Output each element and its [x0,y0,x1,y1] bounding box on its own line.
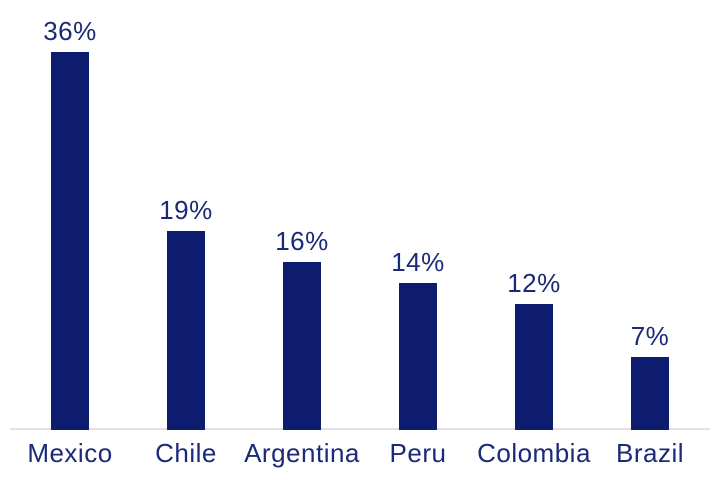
x-axis-label-peru: Peru [389,438,447,468]
bar-column-brazil: 7% [592,0,708,430]
bar-mexico [51,52,89,430]
bar-value-label: 7% [630,320,670,351]
bar-value-label: 16% [275,226,329,256]
bar-column-chile: 19% [128,0,244,430]
bar-column-argentina: 16% [244,0,360,430]
bar-colombia [515,304,553,430]
bar-chile [167,230,205,430]
bar-value-label: 14% [391,247,445,277]
x-axis-label-colombia: Colombia [477,438,591,468]
x-axis-line [10,428,710,430]
x-axis-label-chile: Chile [155,438,217,468]
bar-argentina [283,262,321,430]
bar-column-peru: 14% [360,0,476,430]
plot-area: 36% 19% 16% 14% 12% 7% [12,0,708,430]
bar-brazil [631,356,669,430]
bar-value-label: 19% [159,194,213,225]
bar-column-colombia: 12% [476,0,592,430]
x-axis-label-argentina: Argentina [244,438,360,468]
bar-column-mexico: 36% [12,0,128,430]
x-axis-label-mexico: Mexico [27,438,113,468]
x-axis-labels: Mexico Chile Argentina Peru Colombia Brazil [12,438,708,468]
bar-peru [399,283,437,430]
bar-value-label: 12% [507,268,561,298]
bar-value-label: 36% [43,16,97,46]
x-axis-label-brazil: Brazil [615,438,684,468]
